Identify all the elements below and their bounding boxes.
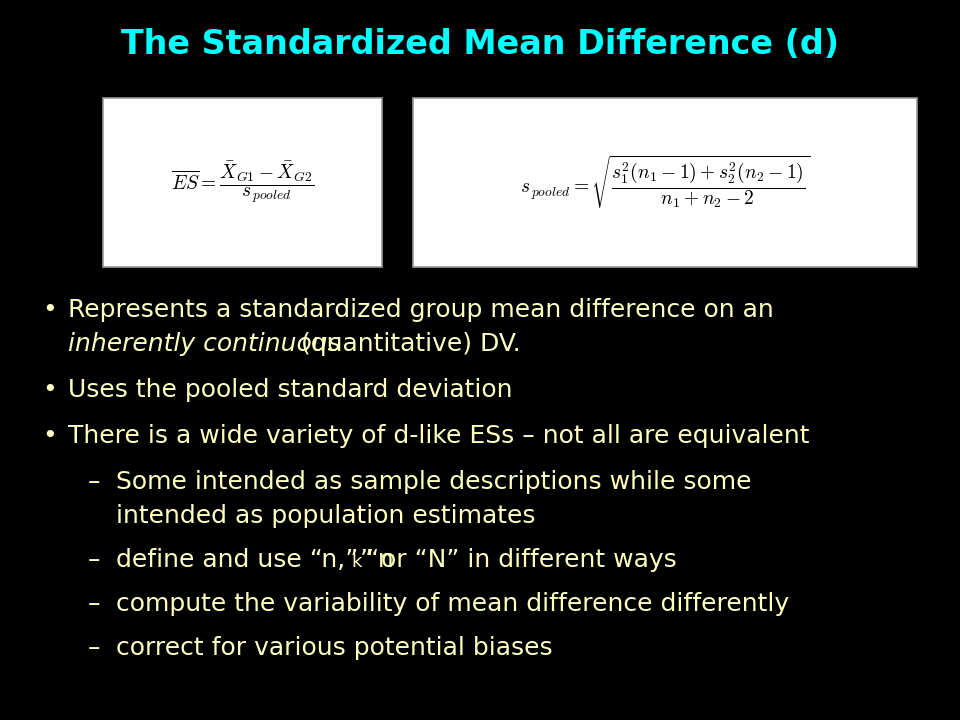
Text: There is a wide variety of d-like ESs – not all are equivalent: There is a wide variety of d-like ESs – … bbox=[68, 424, 809, 448]
Text: $s_{\,pooled} = \sqrt{\dfrac{s_1^2(n_1-1)+s_2^2(n_2-1)}{n_1+n_2-2}}$: $s_{\,pooled} = \sqrt{\dfrac{s_1^2(n_1-1… bbox=[520, 154, 810, 211]
Text: The Standardized Mean Difference (d): The Standardized Mean Difference (d) bbox=[121, 27, 839, 60]
Text: Some intended as sample descriptions while some: Some intended as sample descriptions whi… bbox=[116, 470, 752, 494]
Text: Uses the pooled standard deviation: Uses the pooled standard deviation bbox=[68, 378, 513, 402]
Text: intended as population estimates: intended as population estimates bbox=[116, 504, 536, 528]
Text: (quantitative) DV.: (quantitative) DV. bbox=[293, 332, 520, 356]
Text: define and use “n,” “n: define and use “n,” “n bbox=[116, 548, 394, 572]
Text: –: – bbox=[88, 548, 101, 572]
Text: correct for various potential biases: correct for various potential biases bbox=[116, 636, 553, 660]
Text: $\overline{ES} = \dfrac{\bar{X}_{G1} - \bar{X}_{G2}}{s_{\,pooled}}$: $\overline{ES} = \dfrac{\bar{X}_{G1} - \… bbox=[171, 160, 314, 205]
Text: –: – bbox=[88, 592, 101, 616]
Text: –: – bbox=[88, 470, 101, 494]
Text: ” or “N” in different ways: ” or “N” in different ways bbox=[360, 548, 677, 572]
Text: compute the variability of mean difference differently: compute the variability of mean differen… bbox=[116, 592, 789, 616]
Text: k: k bbox=[351, 553, 362, 571]
Text: –: – bbox=[88, 636, 101, 660]
Text: •: • bbox=[42, 298, 57, 322]
Text: •: • bbox=[42, 424, 57, 448]
Text: inherently continuous: inherently continuous bbox=[68, 332, 341, 356]
FancyBboxPatch shape bbox=[103, 98, 382, 267]
FancyBboxPatch shape bbox=[413, 98, 917, 267]
Text: Represents a standardized group mean difference on an: Represents a standardized group mean dif… bbox=[68, 298, 781, 322]
Text: •: • bbox=[42, 378, 57, 402]
